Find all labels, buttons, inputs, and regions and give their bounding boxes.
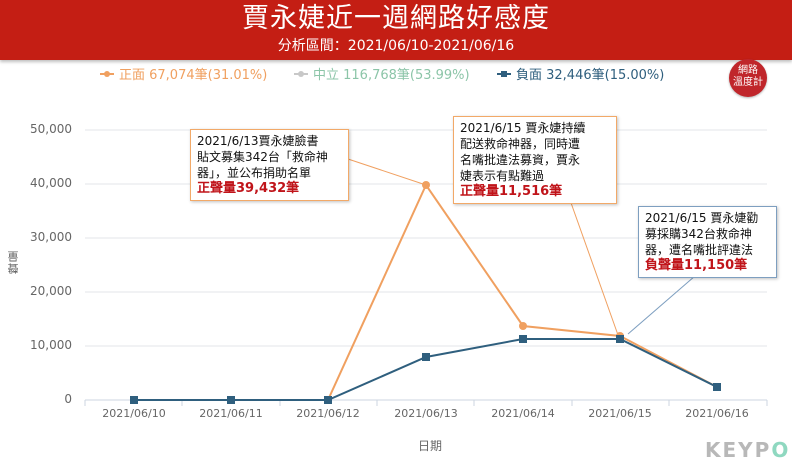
annotation-text: 器，遭名嘴批評違法 bbox=[645, 243, 754, 257]
x-tick: 2021/06/10 bbox=[102, 407, 166, 420]
legend-label: 中立 116,768筆(53.99%) bbox=[313, 68, 470, 83]
annotation-text: 婕表示有點難過 bbox=[460, 169, 545, 183]
annotation-highlight: 負聲量11,150筆 bbox=[645, 258, 748, 273]
x-axis-label: 日期 bbox=[417, 439, 442, 453]
circle-marker-icon bbox=[100, 69, 114, 79]
y-axis-label: 聲量 bbox=[7, 250, 20, 274]
legend-label: 負面 32,446筆(15.00%) bbox=[516, 68, 665, 83]
annotation-0613: 2021/6/13賈永婕臉書 貼文募集342台「救命神 器」，並公布捐助名單 正… bbox=[190, 129, 349, 201]
keypo-logo: KEYPO bbox=[705, 438, 790, 462]
x-tick: 2021/06/11 bbox=[199, 407, 263, 420]
legend-item-negative[interactable]: 負面 32,446筆(15.00%) bbox=[497, 64, 664, 83]
annotation-text: 2021/6/15 賈永婕持續 bbox=[460, 121, 586, 135]
annotation-0615-negative: 2021/6/15 賈永婕勸 募採購342台救命神 器，遭名嘴批評違法 負聲量1… bbox=[638, 206, 777, 278]
y-tick: 50,000 bbox=[30, 122, 72, 136]
x-tick: 2021/06/12 bbox=[296, 407, 360, 420]
annotation-text: 貼文募集342台「救命神 bbox=[197, 150, 328, 164]
annotation-text: 2021/6/13賈永婕臉書 bbox=[197, 134, 319, 148]
annotation-0615-positive: 2021/6/15 賈永婕持續 配送救命神器，同時遭 名嘴批違法募資，賈永 婕表… bbox=[453, 116, 617, 204]
series-negative-markers bbox=[130, 335, 721, 404]
square-marker-icon bbox=[497, 69, 511, 79]
legend-label: 正面 67,074筆(31.01%) bbox=[119, 68, 268, 83]
x-tick: 2021/06/16 bbox=[685, 407, 749, 420]
y-tick: 0 bbox=[64, 392, 72, 406]
logo-text: 網路 bbox=[738, 65, 758, 76]
logo-text: KEYP bbox=[705, 438, 772, 462]
y-tick: 30,000 bbox=[30, 230, 72, 244]
y-tick: 40,000 bbox=[30, 176, 72, 190]
chart-title: 賈永婕近一週網路好感度 bbox=[242, 3, 550, 34]
annotation-connector bbox=[569, 199, 619, 336]
legend: 正面 67,074筆(31.01%) 中立 116,768筆(53.99%) 負… bbox=[0, 64, 792, 86]
chart-header: 賈永婕近一週網路好感度 分析區間：2021/06/10-2021/06/16 bbox=[0, 0, 792, 60]
x-tick: 2021/06/15 bbox=[588, 407, 652, 420]
annotation-connector bbox=[627, 275, 696, 335]
annotation-text: 器」，並公布捐助名單 bbox=[197, 166, 312, 180]
series-negative-line bbox=[134, 338, 718, 401]
logo-text: 溫度計 bbox=[733, 77, 763, 88]
legend-item-neutral[interactable]: 中立 116,768筆(53.99%) bbox=[294, 64, 470, 83]
y-tick: 20,000 bbox=[30, 284, 72, 298]
legend-item-positive[interactable]: 正面 67,074筆(31.01%) bbox=[100, 64, 267, 83]
circle-marker-icon bbox=[294, 69, 308, 79]
annotation-text: 2021/6/15 賈永婕勸 bbox=[645, 211, 759, 225]
thermometer-logo: 網路 溫度計 bbox=[729, 59, 767, 97]
annotation-highlight: 正聲量11,516筆 bbox=[460, 184, 563, 199]
annotation-text: 名嘴批違法募資，賈永 bbox=[460, 153, 581, 167]
x-tick: 2021/06/14 bbox=[491, 407, 555, 420]
annotation-text: 配送救命神器，同時遭 bbox=[460, 137, 581, 151]
annotation-connector bbox=[347, 158, 427, 186]
series-positive-markers bbox=[422, 181, 624, 340]
y-tick: 10,000 bbox=[30, 338, 72, 352]
x-tick: 2021/06/13 bbox=[394, 407, 458, 420]
annotation-text: 募採購342台救命神 bbox=[645, 227, 752, 241]
chart-subtitle: 分析區間：2021/06/10-2021/06/16 bbox=[277, 38, 515, 54]
annotation-highlight: 正聲量39,432筆 bbox=[197, 181, 300, 196]
logo-text: O bbox=[771, 438, 791, 462]
